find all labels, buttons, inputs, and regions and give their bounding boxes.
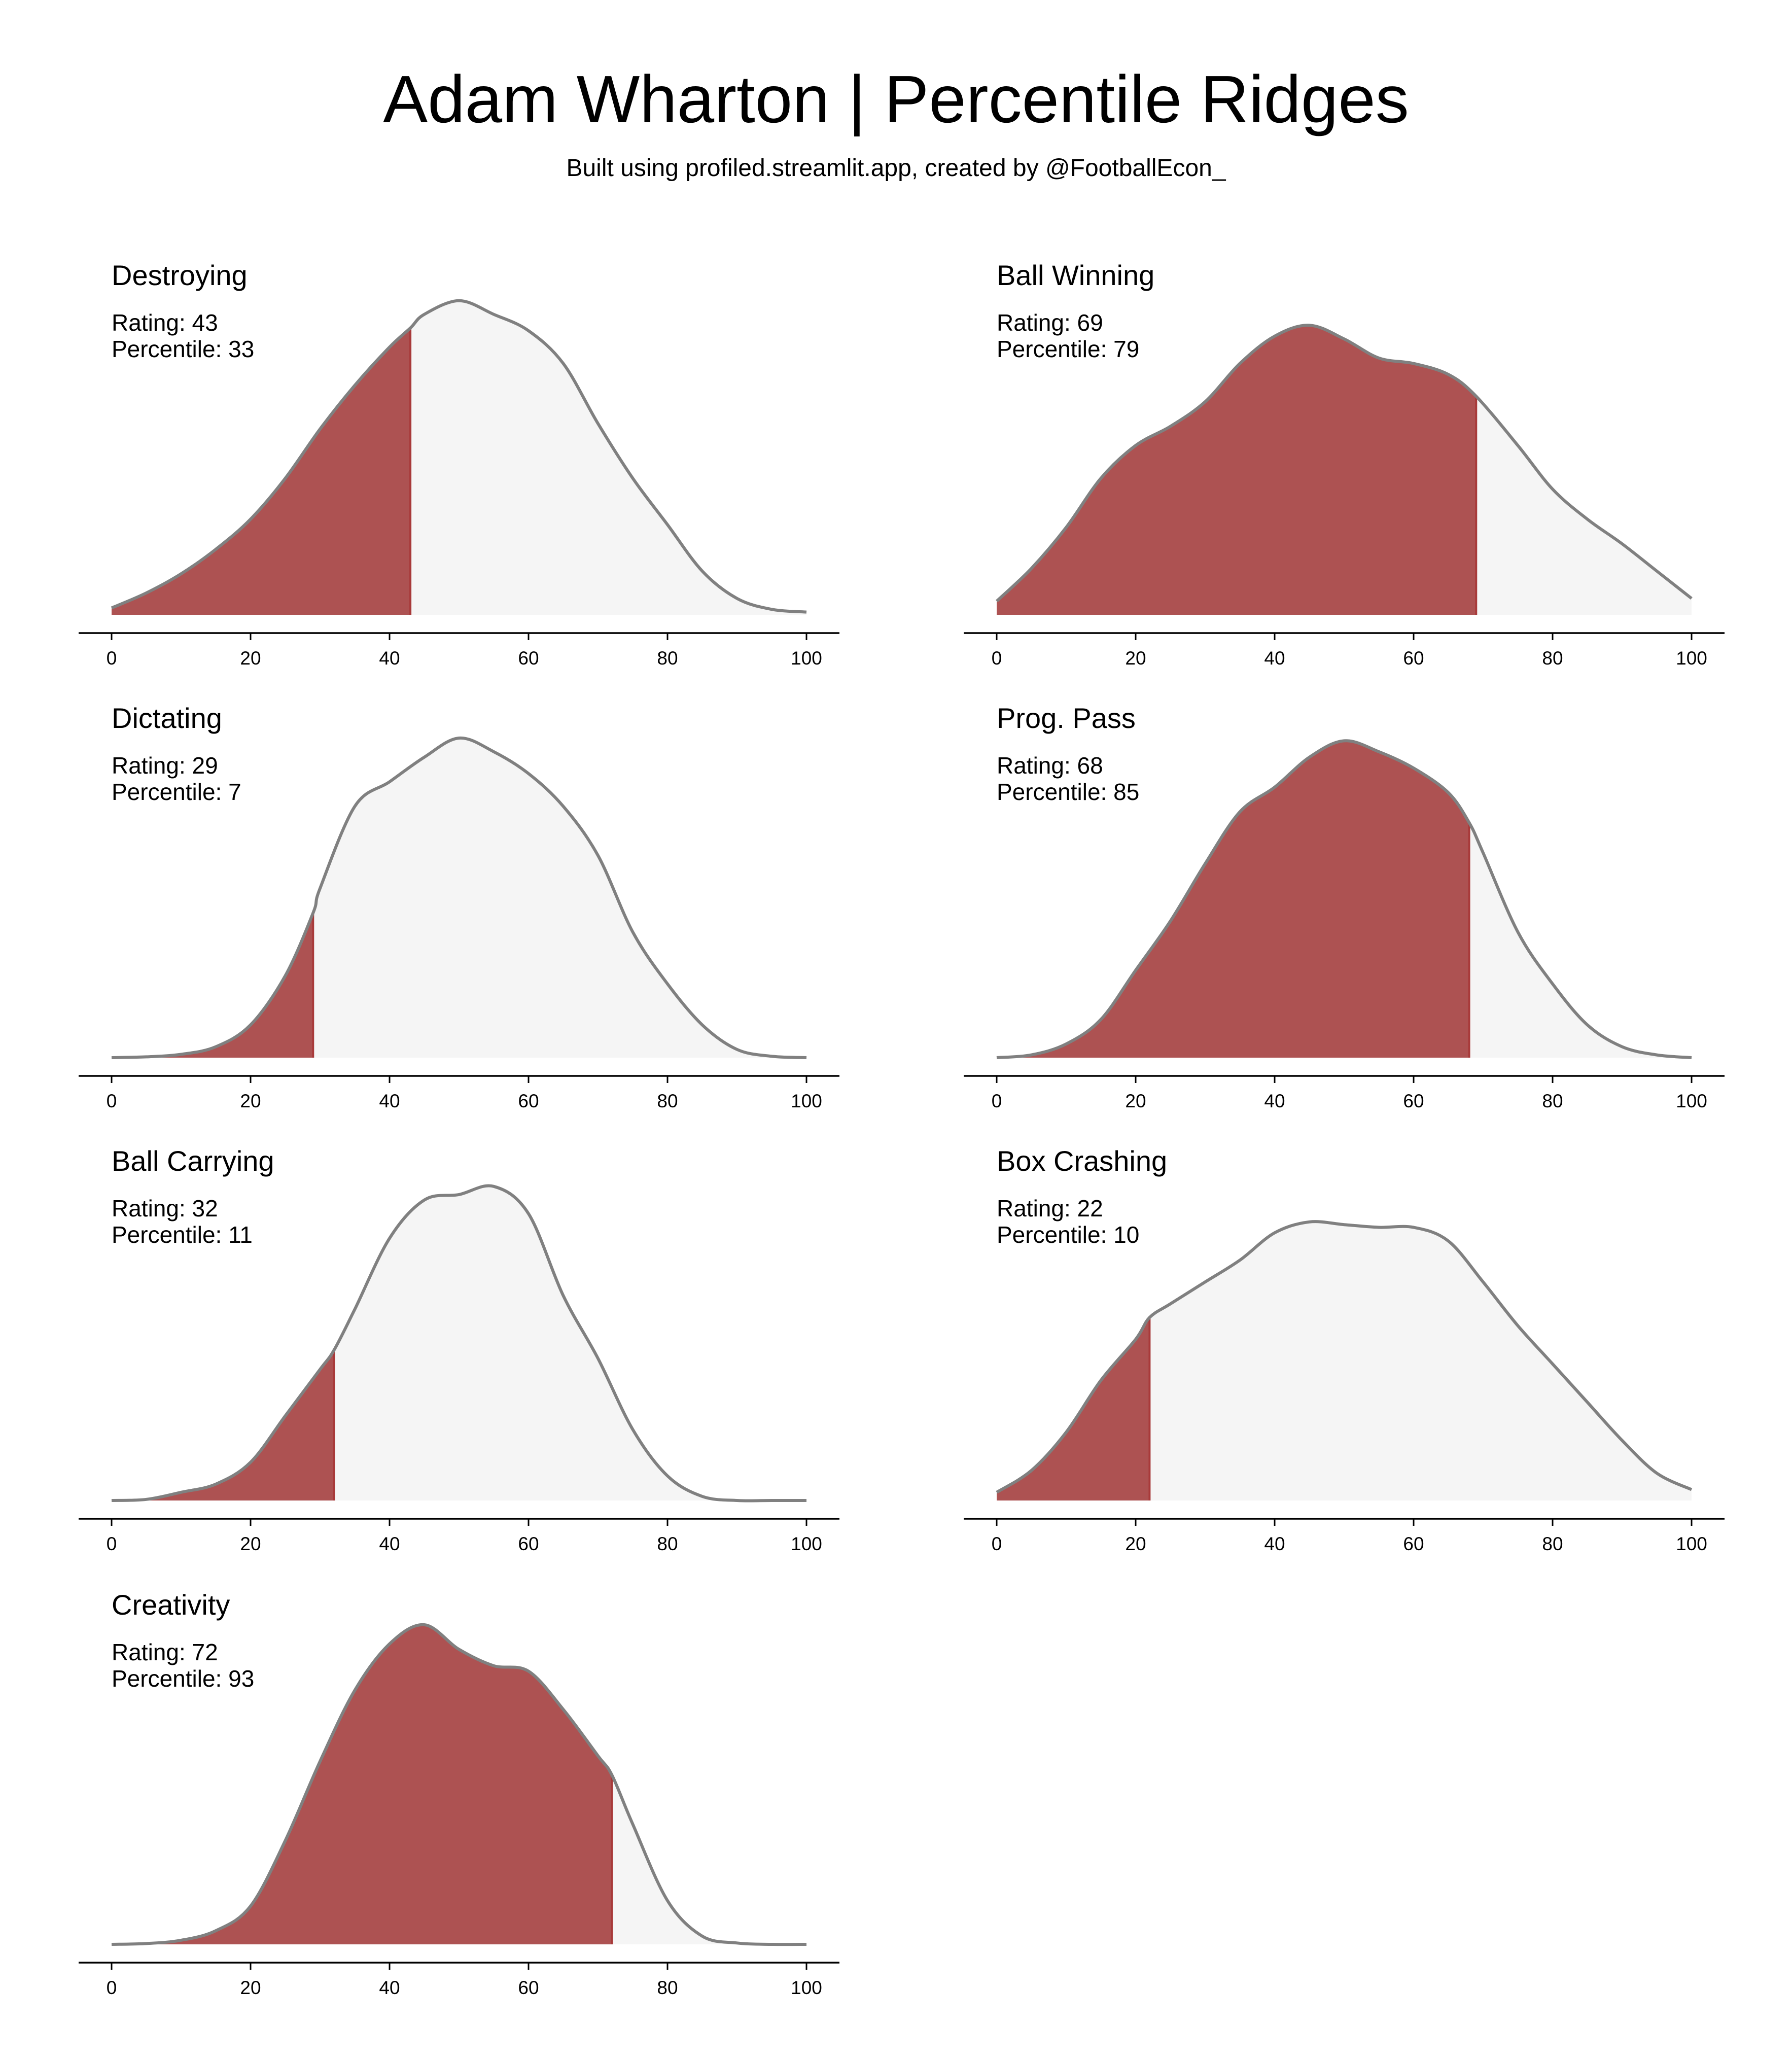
panel-title: Box Crashing	[997, 1145, 1167, 1177]
ridge-panel-5: 0 20 40 60 80 100 Ball Carrying Rating: 32Perce…	[79, 1145, 839, 1554]
rating-label: Rating: 43	[112, 309, 218, 336]
density-curve	[111, 1623, 807, 1946]
percentile-label: Percentile: 11	[112, 1222, 253, 1248]
percentile-label: Percentile: 33	[112, 336, 254, 362]
x-tick-label: 0	[992, 648, 1002, 669]
x-tick-label: 40	[379, 1091, 400, 1111]
panel-title: Destroying	[112, 259, 248, 291]
x-tick-label: 60	[518, 1533, 539, 1554]
x-tick-label: 20	[240, 648, 261, 669]
x-tick-label: 0	[992, 1091, 1002, 1111]
ridge-panel-3: 0 20 40 60 80 100 Dictating Rating: 29Percentil…	[79, 702, 839, 1111]
x-tick-label: 40	[1264, 1533, 1285, 1554]
x-tick-label: 60	[518, 1977, 539, 1998]
x-tick-label: 80	[1542, 648, 1563, 669]
density-curve	[111, 299, 807, 614]
x-tick-label: 60	[1403, 648, 1424, 669]
chart-subtitle: Built using profiled.streamlit.app, crea…	[566, 155, 1226, 182]
percentile-label: Percentile: 93	[112, 1665, 254, 1692]
x-tick-label: 40	[1264, 648, 1285, 669]
percentile-label: Percentile: 85	[997, 779, 1139, 805]
density-curve	[111, 1184, 806, 1503]
x-tick-label: 100	[791, 1091, 822, 1111]
ridge-panel-1: 0 20 40 60 80 100 Destroying Rating: 43Percenti…	[79, 259, 839, 669]
x-tick-label: 80	[1542, 1091, 1563, 1111]
percentile-fill	[112, 1624, 612, 1944]
x-tick-label: 80	[657, 1533, 678, 1554]
x-tick-label: 0	[107, 1977, 117, 1998]
rating-label: Rating: 22	[997, 1195, 1103, 1222]
x-tick-label: 100	[791, 1977, 822, 1998]
percentile-label: Percentile: 7	[112, 779, 241, 805]
x-tick-label: 80	[657, 1091, 678, 1111]
x-tick-label: 100	[1676, 1533, 1707, 1554]
x-tick-label: 80	[657, 648, 678, 669]
rating-label: Rating: 69	[997, 309, 1103, 336]
x-tick-label: 20	[1125, 1533, 1146, 1554]
x-tick-label: 100	[1676, 1091, 1707, 1111]
rating-label: Rating: 72	[112, 1639, 218, 1665]
x-tick-label: 20	[1125, 1091, 1146, 1111]
percentile-fill	[997, 1317, 1150, 1500]
x-tick-label: 20	[240, 1091, 261, 1111]
percentile-label: Percentile: 79	[997, 336, 1139, 362]
x-tick-label: 40	[379, 1533, 400, 1554]
rating-label: Rating: 68	[997, 752, 1103, 779]
x-tick-label: 80	[1542, 1533, 1563, 1554]
rating-label: Rating: 29	[112, 752, 218, 779]
x-tick-label: 0	[107, 1091, 117, 1111]
percentile-fill	[112, 913, 313, 1058]
ridge-panel-2: 0 20 40 60 80 100 Ball Winning Rating: 69Percen…	[964, 259, 1725, 669]
distribution-area	[997, 1222, 1692, 1500]
panel-title: Prog. Pass	[997, 702, 1136, 734]
panel-title: Dictating	[112, 702, 222, 734]
x-tick-label: 0	[107, 1533, 117, 1554]
x-tick-label: 60	[1403, 1533, 1424, 1554]
x-tick-label: 100	[791, 648, 822, 669]
percentile-fill	[997, 741, 1469, 1058]
panel-title: Ball Winning	[997, 259, 1154, 291]
x-tick-label: 0	[992, 1533, 1002, 1554]
x-tick-label: 40	[1264, 1091, 1285, 1111]
x-tick-label: 60	[1403, 1091, 1424, 1111]
x-tick-label: 40	[379, 1977, 400, 1998]
density-curve	[996, 739, 1692, 1059]
chart-title: Adam Wharton | Percentile Ridges	[383, 62, 1409, 136]
x-tick-label: 20	[240, 1977, 261, 1998]
ridge-panel-7: 0 20 40 60 80 100 Creativity Rating: 72Percenti…	[79, 1589, 839, 1998]
x-tick-label: 80	[657, 1977, 678, 1998]
x-tick-label: 100	[791, 1533, 822, 1554]
percentile-fill	[112, 328, 411, 615]
x-tick-label: 20	[240, 1533, 261, 1554]
density-curve	[111, 736, 807, 1059]
density-curve	[995, 324, 1693, 603]
ridge-panel-4: 0 20 40 60 80 100 Prog. Pass Rating: 68Percenti…	[964, 702, 1725, 1111]
x-tick-label: 20	[1125, 648, 1146, 669]
panel-title: Ball Carrying	[112, 1145, 274, 1177]
rating-label: Rating: 32	[112, 1195, 218, 1222]
x-tick-label: 60	[518, 1091, 539, 1111]
x-tick-label: 60	[518, 648, 539, 669]
percentile-label: Percentile: 10	[997, 1222, 1139, 1248]
panel-title: Creativity	[112, 1589, 230, 1621]
percentile-fill	[112, 1350, 334, 1500]
density-curve	[996, 1220, 1693, 1494]
x-tick-label: 100	[1676, 648, 1707, 669]
ridge-panel-6: 0 20 40 60 80 100 Box Crashing Rating: 22Percen…	[964, 1145, 1725, 1554]
x-tick-label: 40	[379, 648, 400, 669]
x-tick-label: 0	[107, 648, 117, 669]
percentile-fill	[997, 325, 1477, 615]
